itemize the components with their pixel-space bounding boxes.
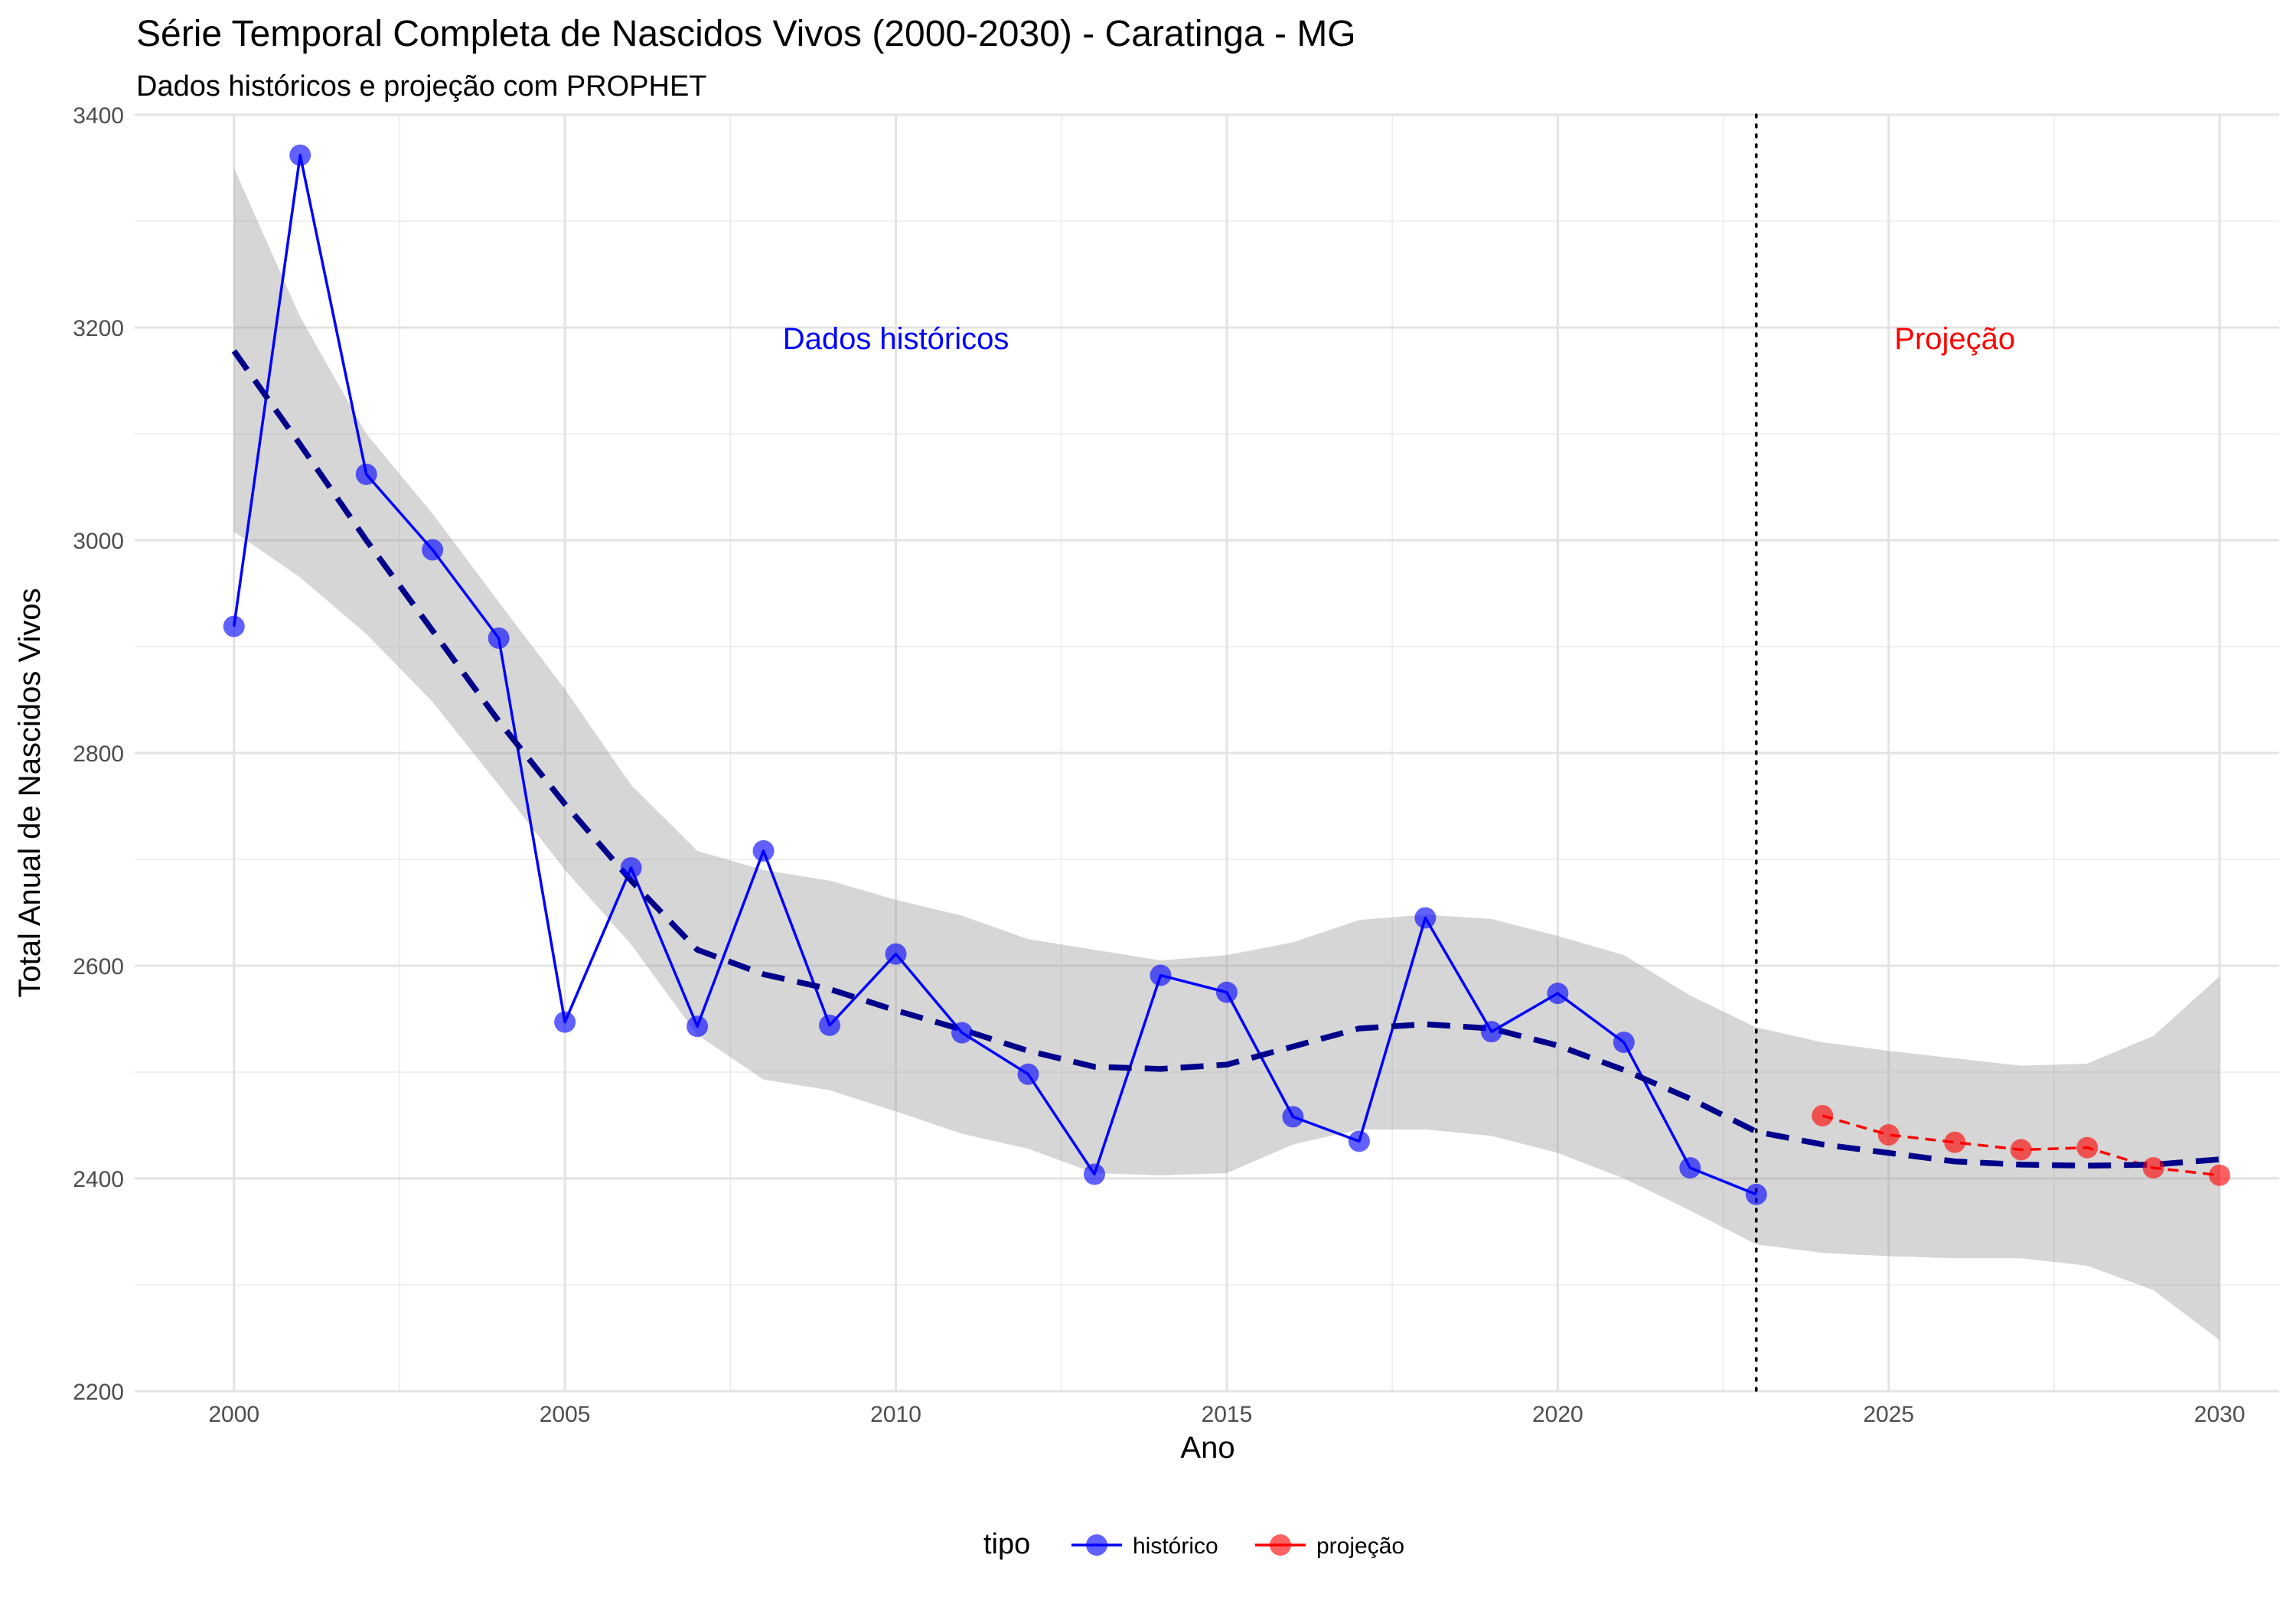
confidence-ribbon xyxy=(233,168,2220,1341)
annotation-historicos: Dados históricos xyxy=(783,322,1009,356)
point-projecao xyxy=(1877,1124,1900,1146)
y-axis-label: Total Anual de Nascidos Vivos xyxy=(13,588,47,997)
x-tick-label: 2030 xyxy=(2194,1402,2245,1427)
tick-labels: 2200 2400 2600 2800 3000 3200 3400 2000 2005 2010… xyxy=(73,103,2245,1427)
point-historico xyxy=(1480,1021,1502,1043)
y-tick-label: 3400 xyxy=(73,103,124,129)
legend: tipo histórico projeção xyxy=(983,1528,1404,1560)
y-tick-label: 3000 xyxy=(73,529,124,554)
point-projecao xyxy=(2209,1164,2231,1186)
y-tick-label: 2800 xyxy=(73,742,124,767)
annotations: Dados históricos Projeção xyxy=(783,322,2015,356)
legend-title: tipo xyxy=(983,1528,1030,1560)
point-projecao xyxy=(1812,1104,1834,1126)
grid-major xyxy=(135,113,2279,1393)
point-historico xyxy=(1745,1183,1767,1205)
point-historico xyxy=(687,1015,709,1038)
point-historico xyxy=(1348,1130,1370,1152)
point-historico xyxy=(289,144,311,166)
legend-label: projeção xyxy=(1316,1534,1404,1559)
y-tick-label: 2600 xyxy=(73,954,124,980)
point-historico xyxy=(1282,1106,1304,1128)
y-tick-label: 2200 xyxy=(73,1380,124,1405)
point-historico xyxy=(819,1014,841,1036)
series-line-historico xyxy=(232,154,1757,1196)
point-historico xyxy=(1215,981,1238,1003)
point-historico xyxy=(885,943,907,965)
point-historico xyxy=(223,615,245,637)
point-historico xyxy=(1083,1163,1105,1185)
x-tick-label: 2015 xyxy=(1202,1402,1253,1427)
point-projecao xyxy=(2010,1139,2032,1161)
point-historico xyxy=(1679,1157,1701,1179)
point-historico xyxy=(951,1022,974,1044)
x-tick-label: 2020 xyxy=(1532,1402,1583,1427)
point-historico xyxy=(620,857,642,879)
point-projecao xyxy=(2076,1136,2099,1159)
confidence-band xyxy=(233,168,2220,1341)
point-projecao xyxy=(2142,1157,2164,1179)
legend-key-point xyxy=(1270,1534,1291,1556)
point-historico xyxy=(1547,983,1569,1005)
point-historico xyxy=(752,839,775,862)
points xyxy=(223,144,2231,1205)
chart-title: Série Temporal Completa de Nascidos Vivo… xyxy=(136,14,1356,54)
point-historico xyxy=(1017,1063,1039,1085)
trend-line-path xyxy=(231,349,2220,1169)
x-tick-label: 2025 xyxy=(1863,1402,1914,1427)
legend-key-point xyxy=(1086,1534,1107,1556)
y-tick-label: 2400 xyxy=(73,1167,124,1192)
point-historico xyxy=(1150,964,1172,986)
point-historico xyxy=(554,1011,576,1033)
chart-subtitle: Dados históricos e projeção com PROPHET xyxy=(136,70,707,103)
annotation-projecao: Projeção xyxy=(1894,322,2015,356)
x-tick-label: 2010 xyxy=(870,1402,921,1427)
x-tick-label: 2000 xyxy=(208,1402,259,1427)
point-historico xyxy=(1414,907,1437,929)
legend-label: histórico xyxy=(1133,1534,1218,1559)
point-historico xyxy=(422,539,444,561)
point-historico xyxy=(355,463,377,485)
x-axis-label: Ano xyxy=(1180,1431,1234,1465)
trend-line xyxy=(231,349,2220,1169)
point-historico xyxy=(1613,1032,1635,1054)
point-historico xyxy=(488,627,510,649)
y-tick-label: 3200 xyxy=(73,316,124,341)
point-projecao xyxy=(1944,1131,1966,1153)
x-tick-label: 2005 xyxy=(540,1402,591,1427)
